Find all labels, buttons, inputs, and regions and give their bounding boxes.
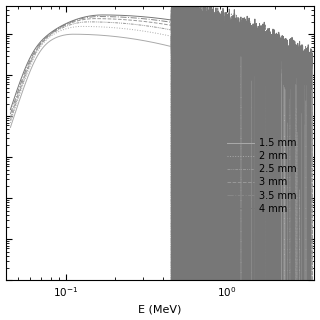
4 mm (286, 55, 290, 59)
2.5 mm (286, 59, 290, 63)
4 mm (8, 108, 12, 111)
Line: 3.5 mm: 3.5 mm (10, 0, 312, 320)
4 mm (138, 14, 142, 18)
1.5 mm (8, 125, 12, 129)
3 mm (135, 19, 139, 23)
2.5 mm (188, 3, 191, 7)
2 mm (135, 28, 139, 32)
2 mm (8, 121, 12, 125)
3 mm (301, 87, 305, 91)
2 mm (138, 28, 142, 32)
1.5 mm (228, 69, 232, 73)
2.5 mm (8, 119, 12, 123)
3 mm (138, 19, 142, 23)
4 mm (301, 51, 305, 55)
2 mm (310, 113, 314, 117)
Line: 4 mm: 4 mm (10, 0, 312, 320)
2.5 mm (310, 79, 314, 83)
2.5 mm (152, 25, 156, 29)
1.5 mm (152, 41, 156, 44)
3.5 mm (138, 16, 142, 20)
2 mm (286, 84, 290, 88)
1.5 mm (138, 38, 142, 42)
3.5 mm (135, 16, 139, 20)
2.5 mm (138, 23, 142, 27)
3 mm (310, 75, 314, 78)
Line: 2.5 mm: 2.5 mm (10, 5, 312, 320)
Line: 3 mm: 3 mm (10, 0, 312, 320)
2 mm (152, 31, 156, 35)
Line: 1.5 mm: 1.5 mm (10, 19, 312, 320)
3.5 mm (286, 64, 290, 68)
2.5 mm (135, 23, 139, 27)
2 mm (301, 75, 305, 79)
1.5 mm (301, 98, 305, 102)
3.5 mm (8, 112, 12, 116)
Line: 2 mm: 2 mm (10, 7, 312, 320)
1.5 mm (286, 81, 290, 85)
3 mm (8, 116, 12, 120)
X-axis label: E (MeV): E (MeV) (138, 304, 182, 315)
4 mm (135, 14, 139, 18)
3.5 mm (228, 30, 232, 34)
1.5 mm (185, 17, 189, 20)
2.5 mm (301, 84, 305, 88)
4 mm (310, 64, 314, 68)
1.5 mm (310, 110, 314, 114)
3 mm (286, 65, 290, 69)
1.5 mm (135, 37, 139, 41)
3.5 mm (310, 68, 314, 72)
2.5 mm (228, 38, 232, 42)
2 mm (176, 5, 180, 9)
3.5 mm (152, 18, 156, 22)
3 mm (152, 21, 156, 25)
Legend: 1.5 mm, 2 mm, 2.5 mm, 3 mm, 3.5 mm, 4 mm: 1.5 mm, 2 mm, 2.5 mm, 3 mm, 3.5 mm, 4 mm (223, 134, 300, 218)
4 mm (152, 16, 156, 20)
